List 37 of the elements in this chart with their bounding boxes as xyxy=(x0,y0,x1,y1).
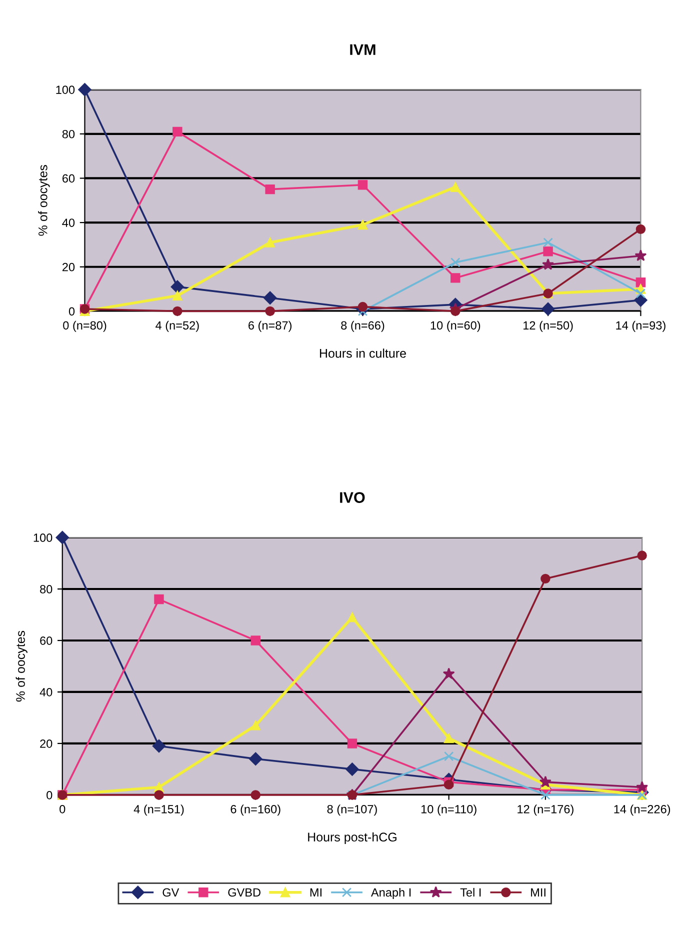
chart-title: IVM xyxy=(350,44,376,55)
legend-label: Anaph I xyxy=(370,888,411,899)
legend-label: Tel I xyxy=(460,888,481,897)
legend-label: MI xyxy=(310,888,322,897)
x-tick-label: 10 (n=110) xyxy=(421,804,476,816)
x-axis-title: Hours in culture xyxy=(320,348,406,358)
x-tick-label: 12 (n=176) xyxy=(518,804,574,816)
y-axis-title: % of oocytes xyxy=(38,165,50,236)
x-tick-label: 4 (n=151) xyxy=(134,804,184,816)
y-tick-label: 100 xyxy=(34,534,52,542)
x-tick-label: 6 (n=160) xyxy=(230,804,280,816)
y-tick-label: 100 xyxy=(56,86,75,94)
x-tick-label: 8 (n=66) xyxy=(341,320,384,332)
legend-label: GV xyxy=(162,888,180,897)
y-tick-label: 40 xyxy=(40,688,52,696)
x-tick-label: 8 (n=107) xyxy=(327,804,377,816)
y-axis-title: % of oocytes xyxy=(16,630,28,702)
x-tick-label: 12 (n=50) xyxy=(524,320,573,332)
y-tick-label: 80 xyxy=(62,130,75,138)
y-tick-label: 0 xyxy=(46,790,52,800)
x-axis-title: Hours post-hCG xyxy=(308,832,396,844)
legend-label: GVBD xyxy=(228,888,260,897)
x-tick-label: 4 (n=52) xyxy=(156,320,199,332)
x-tick-label: 10 (n=60) xyxy=(430,320,480,332)
y-tick-label: 20 xyxy=(40,739,52,748)
y-tick-label: 80 xyxy=(40,585,52,594)
legend-label: MII xyxy=(531,888,546,897)
y-tick-label: 60 xyxy=(40,636,52,645)
x-tick-label: 0 (n=80) xyxy=(63,320,106,332)
x-tick-label: 6 (n=87) xyxy=(248,320,292,332)
y-tick-label: 40 xyxy=(62,218,75,227)
y-tick-label: 20 xyxy=(62,262,75,272)
x-tick-label: 14 (n=93) xyxy=(616,320,666,332)
y-tick-label: 60 xyxy=(62,174,75,183)
x-tick-label: 14 (n=226) xyxy=(614,804,670,816)
y-tick-label: 0 xyxy=(68,307,75,316)
chart-title: IVO xyxy=(340,492,365,503)
